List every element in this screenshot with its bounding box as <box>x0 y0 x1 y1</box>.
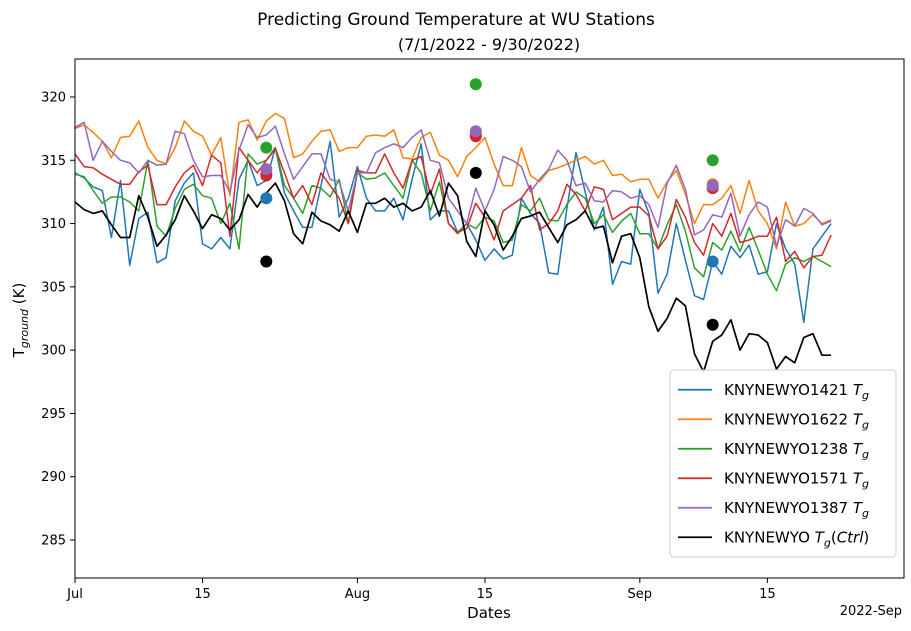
legend-frame <box>669 369 897 558</box>
y-tick-label-5: 310 <box>41 217 66 232</box>
y-tick-label-2: 295 <box>41 407 66 422</box>
marker-2-2 <box>706 154 719 167</box>
series-line-3 <box>74 146 832 269</box>
y-tick-label-1: 290 <box>41 470 66 485</box>
marker-2-5 <box>706 318 719 331</box>
marker-0-4 <box>260 163 273 176</box>
chart-title: Predicting Ground Temperature at WU Stat… <box>257 10 655 30</box>
legend: KNYNEWYO1421 Tg KNYNEWYO1622 Tg KNYNEWYO12… <box>669 369 897 558</box>
series-line-4 <box>74 121 832 248</box>
y-tick-label-0: 285 <box>41 534 66 549</box>
legend-label-2: KNYNEWYO1238 Tg <box>724 440 869 461</box>
y-tick-label-6: 315 <box>41 154 66 169</box>
y-axis-label: Tground (K) <box>10 283 31 359</box>
marker-1-5 <box>469 166 482 179</box>
legend-label-3: KNYNEWYO1571 Tg <box>724 469 869 490</box>
marker-1-2 <box>469 78 482 91</box>
x-tick-label-2: Aug <box>345 587 370 602</box>
series-line-1 <box>74 112 832 250</box>
x-axis-offset-label: 2022-Sep <box>840 604 902 619</box>
x-tick-label-1: 15 <box>194 587 211 602</box>
y-tick-label-3: 300 <box>41 344 66 359</box>
chart-subtitle: (7/1/2022 - 9/30/2022) <box>398 35 580 54</box>
marker-2-0 <box>706 255 719 268</box>
x-axis-label: Dates <box>467 604 511 622</box>
legend-label-1: KNYNEWYO1622 Tg <box>724 410 869 431</box>
y-axis-label-symbol: T <box>10 347 28 358</box>
legend-label-5: KNYNEWYO Tg(Ctrl) <box>724 528 869 549</box>
series-line-0 <box>74 140 832 324</box>
marker-0-5 <box>260 255 273 268</box>
plot-area <box>74 78 832 373</box>
plot-frame <box>74 58 905 579</box>
legend-label-4: KNYNEWYO1387 Tg <box>724 499 869 520</box>
x-tick-label-0: Jul <box>66 587 83 602</box>
legend-label-0: KNYNEWYO1421 Tg <box>724 381 869 402</box>
marker-0-2 <box>260 141 273 154</box>
axes: 285 290 295 300 305 310 315 320 Jul 15 Aug 15 Sep 15 <box>41 58 905 602</box>
y-tick-label-4: 305 <box>41 280 66 295</box>
x-tick-label-5: 15 <box>759 587 776 602</box>
marker-2-4 <box>706 179 719 192</box>
marker-1-4 <box>469 125 482 138</box>
series-line-5 <box>74 182 832 373</box>
x-tick-label-4: Sep <box>628 587 653 602</box>
marker-0-0 <box>260 192 273 205</box>
y-axis-label-subscript: ground <box>18 308 31 348</box>
x-tick-label-3: 15 <box>477 587 494 602</box>
y-axis-label-unit: (K) <box>10 283 28 309</box>
y-tick-label-7: 320 <box>41 90 66 105</box>
